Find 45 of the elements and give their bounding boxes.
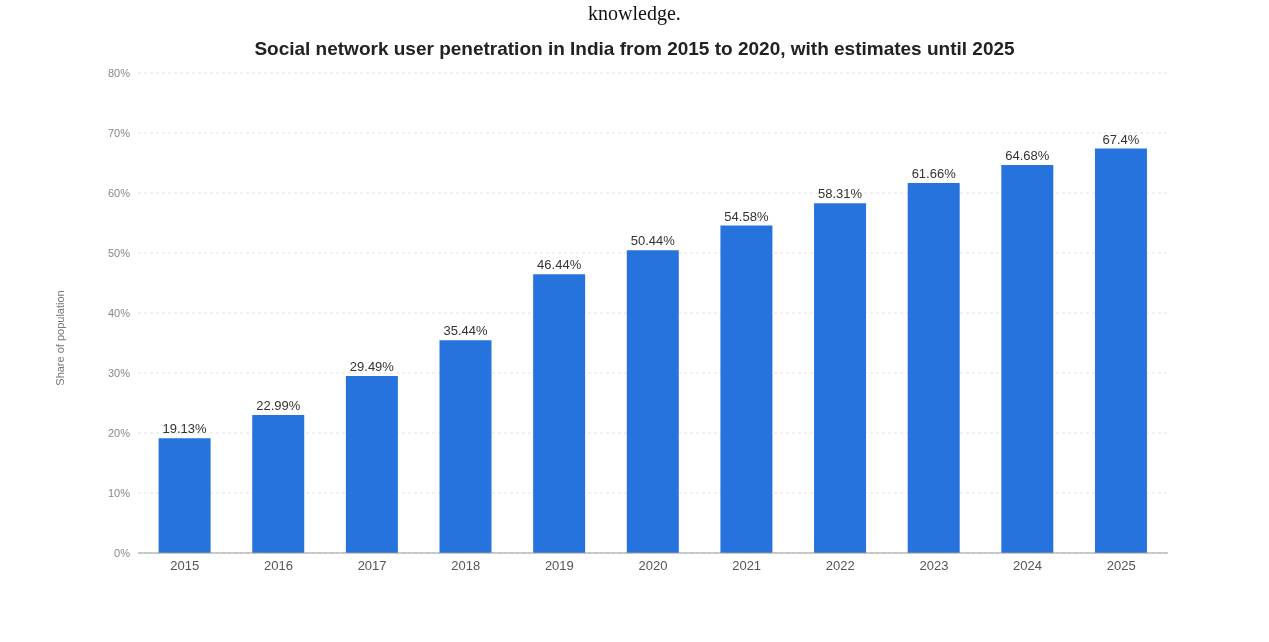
data-label: 67.4%: [1102, 131, 1140, 147]
data-label: 58.31%: [818, 186, 863, 202]
data-label: 35.44%: [443, 323, 488, 339]
text: knowledge.: [587, 2, 682, 25]
y-tick-label: 10%: [107, 486, 131, 499]
data-label: 46.44%: [537, 257, 582, 273]
y-tick-label: 20%: [107, 426, 131, 439]
y-tick-label: 0%: [114, 546, 131, 559]
x-tick-label: 2015: [170, 558, 200, 574]
y-tick-label: 70%: [107, 126, 131, 139]
data-label: 19.13%: [162, 421, 208, 437]
data-label: 50.44%: [630, 233, 676, 249]
y-tick-label: 40%: [107, 306, 131, 319]
data-label: 22.99%: [256, 398, 301, 414]
data-label: 64.68%: [1005, 147, 1050, 163]
bar: [252, 415, 305, 553]
bar: [439, 340, 492, 553]
y-tick-label: 60%: [107, 186, 131, 199]
x-tick-label: 2021: [732, 558, 762, 574]
x-tick-label: 2023: [919, 558, 949, 574]
y-tick-label: 50%: [107, 246, 131, 259]
bar: [533, 274, 586, 553]
y-tick-label: 30%: [107, 366, 131, 379]
x-tick-label: 2020: [638, 558, 668, 574]
x-tick-label: 2017: [357, 558, 387, 574]
bar: [158, 438, 211, 553]
x-tick-label: 2024: [1013, 558, 1043, 574]
y-tick-label: 80%: [107, 66, 131, 79]
x-tick-label: 2018: [451, 558, 481, 574]
x-tick-label: 2016: [263, 558, 293, 574]
x-tick-label: 2025: [1106, 558, 1136, 574]
data-label: 54.58%: [724, 208, 769, 224]
x-tick-label: 2019: [544, 558, 574, 574]
bar: [626, 250, 679, 553]
bar: [907, 183, 960, 553]
chart-title: Social network user penetration in India from 2015 to 2020, with estimates until 2025: [253, 38, 1016, 60]
bar: [345, 376, 398, 553]
bar: [814, 203, 867, 553]
bar: [1094, 148, 1147, 553]
x-tick-label: 2022: [825, 558, 855, 574]
data-label: 29.49%: [349, 359, 395, 375]
bar: [1001, 164, 1054, 553]
bar: [720, 225, 773, 553]
y-axis-title: Share of population: [54, 290, 66, 386]
data-label: 61.66%: [911, 166, 957, 182]
